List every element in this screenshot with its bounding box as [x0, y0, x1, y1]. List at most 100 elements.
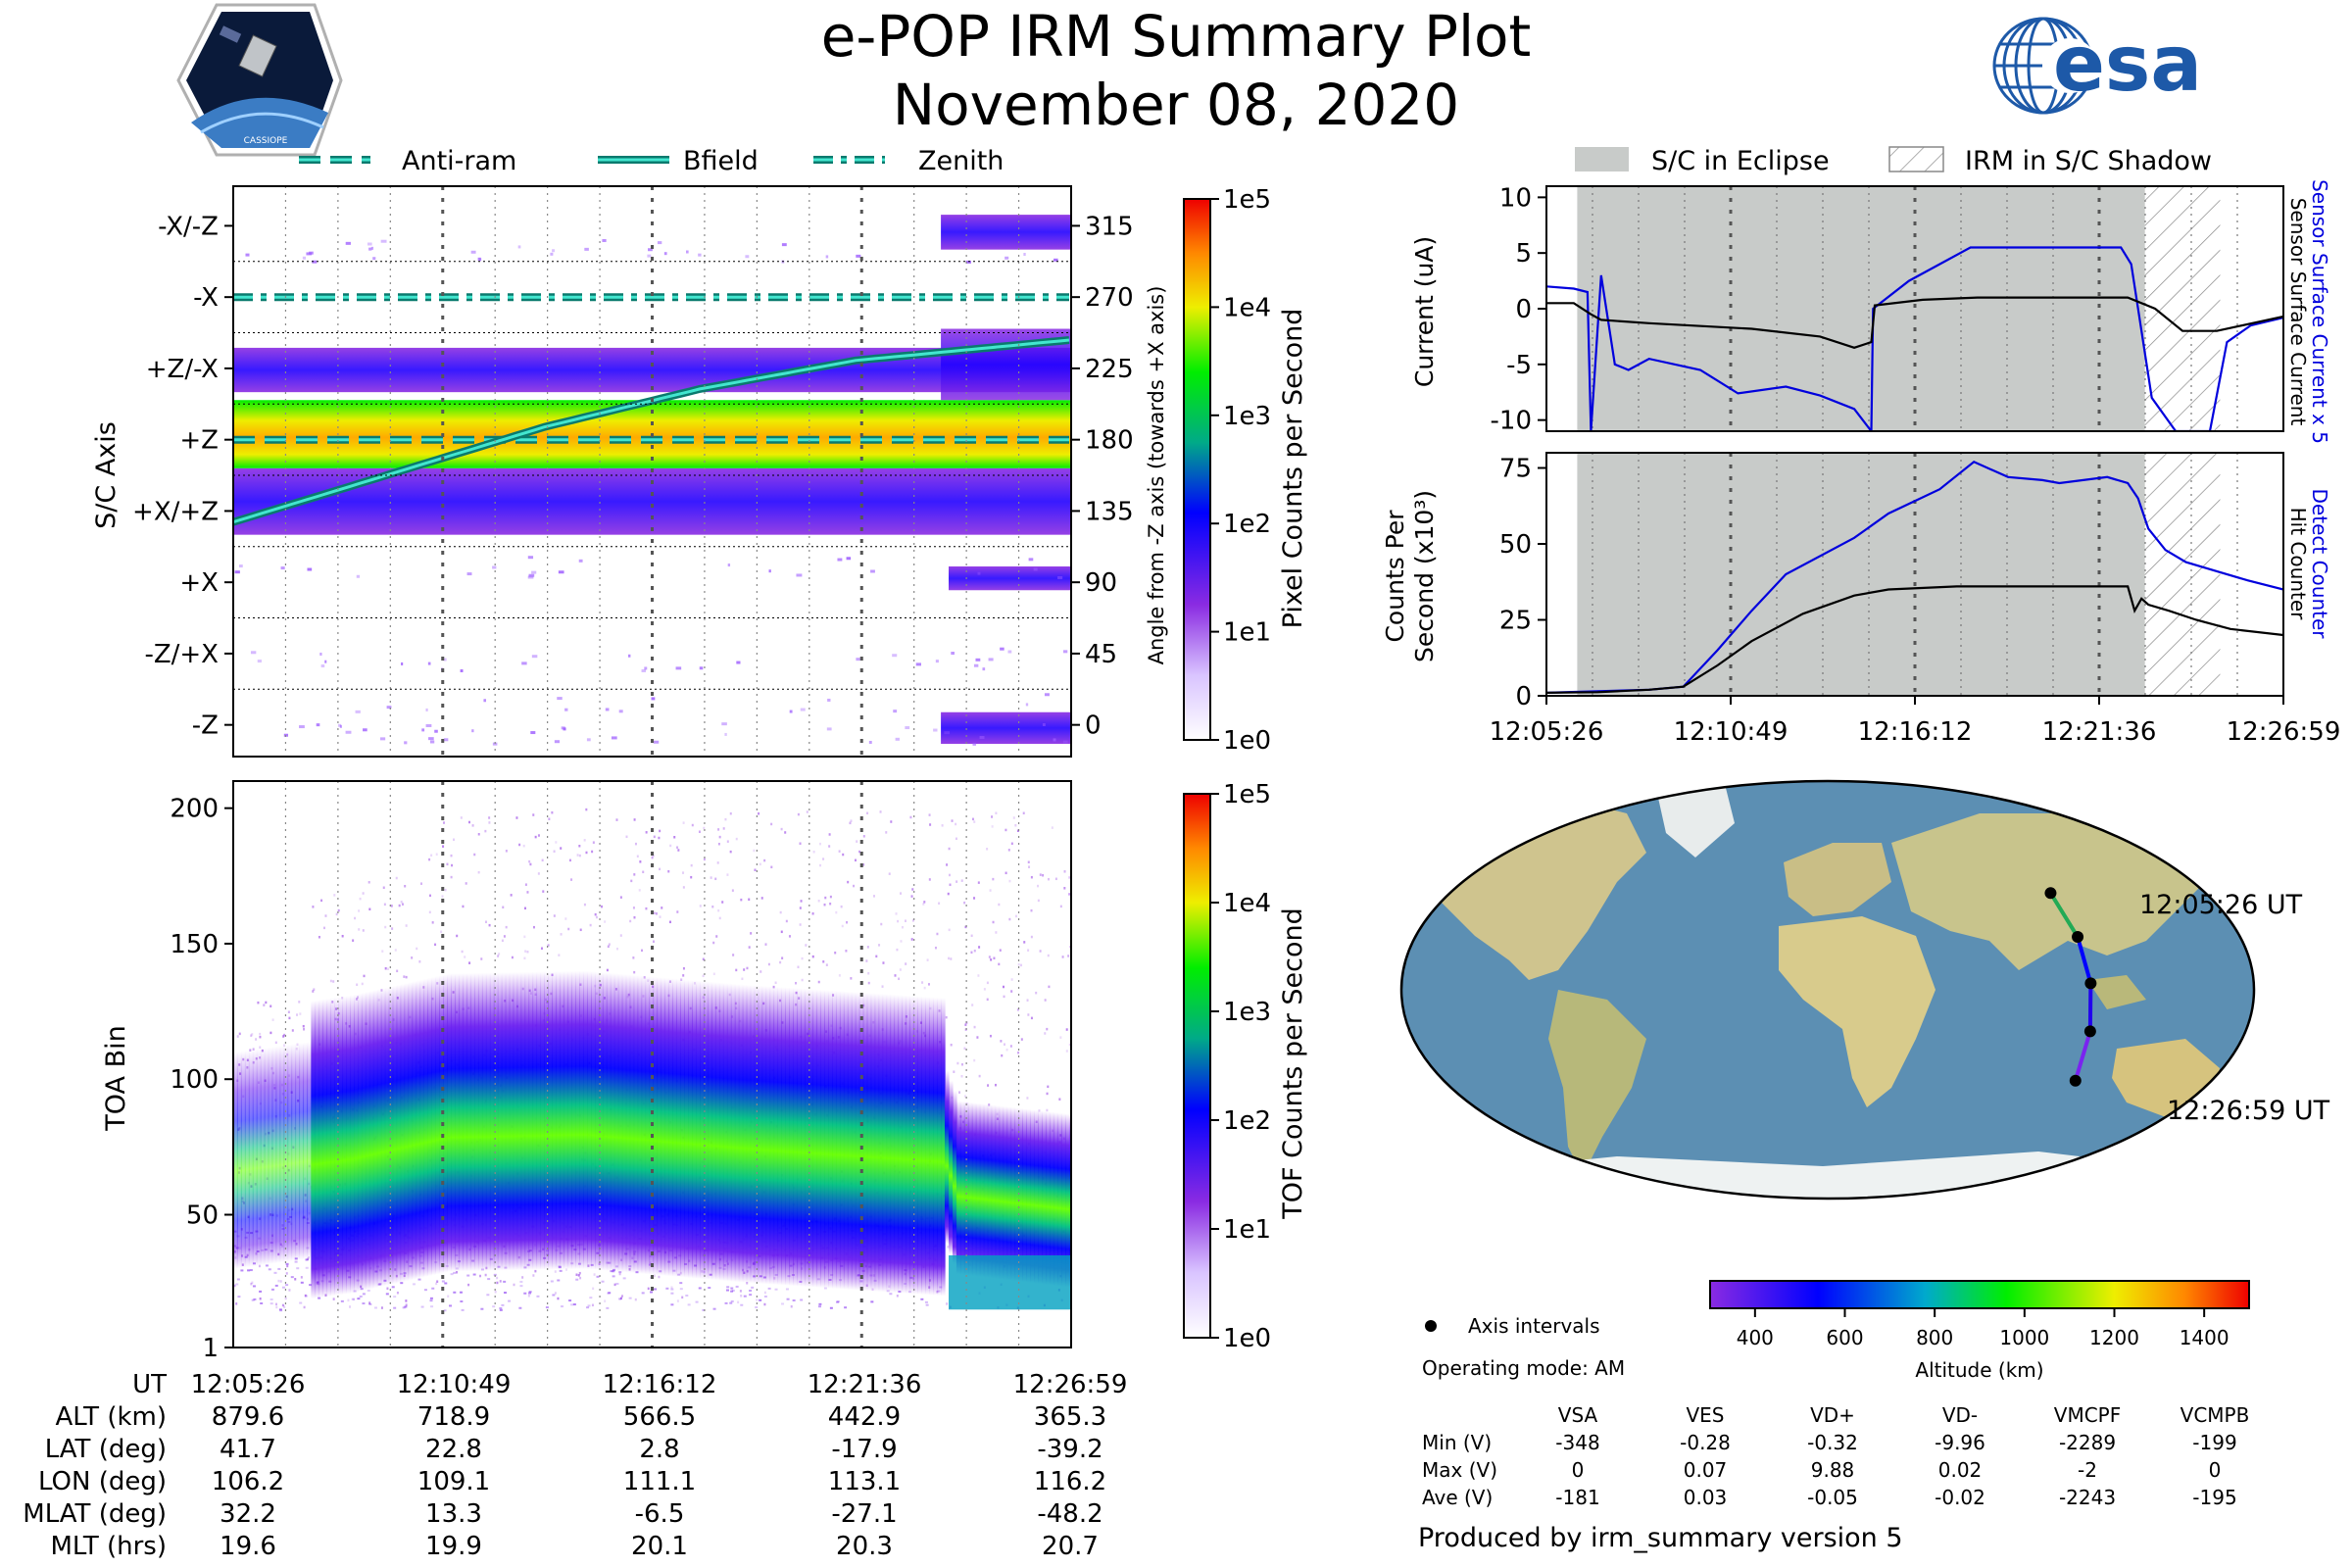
toa-core-column [532, 971, 538, 1270]
europe-shape [1784, 843, 1891, 916]
toa-noise-dot [841, 924, 844, 928]
toa-noise-dot [722, 827, 725, 830]
toa-noise-dot [442, 821, 445, 824]
toa-noise-dot [645, 831, 648, 834]
toa-noise-dot [1030, 908, 1033, 912]
toa-noise-dot [973, 949, 976, 953]
toa-floor-dot [450, 1273, 454, 1276]
toa-core-column [291, 1044, 297, 1261]
toa-noise-dot [1068, 945, 1071, 949]
toa-floor-dot [300, 1281, 304, 1284]
toa-floor-dot [920, 1298, 924, 1300]
toa-noise-dot [411, 956, 414, 959]
toa-core-column [376, 989, 382, 1288]
toa-floor-dot [249, 1269, 253, 1272]
toa-noise-dot [998, 962, 1001, 966]
sc-axis-speckle [345, 241, 351, 245]
toa-noise-dot [629, 919, 632, 923]
toa-core-column [516, 971, 522, 1271]
toa-noise-dot [950, 1043, 953, 1047]
toa-noise-dot [973, 1058, 976, 1062]
satellite-track-segment [2076, 935, 2093, 986]
sc-axis-band-3 [941, 215, 1071, 250]
toa-noise-dot [435, 1282, 438, 1286]
toa-noise-dot [368, 907, 371, 911]
sc-axis-speckle [856, 254, 861, 258]
toa-noise-dot [682, 886, 685, 889]
toa-floor-dot [749, 1289, 753, 1292]
toa-floor-dot [836, 1300, 840, 1303]
legend-eclipse-swatch [1575, 147, 1629, 172]
toa-core-column [858, 992, 864, 1291]
toa-noise-dot [741, 977, 744, 981]
sc-axis-speckle [345, 730, 352, 734]
toa-noise-dot [829, 902, 832, 906]
toa-noise-dot [591, 850, 594, 854]
toa-noise-dot [510, 894, 513, 897]
ephemeris-cell: 113.1 [828, 1467, 901, 1496]
toa-core-column [629, 974, 635, 1273]
toa-noise-dot [1067, 955, 1070, 957]
toa-noise-dot [850, 819, 853, 822]
voltage-cell: -0.05 [1807, 1486, 1858, 1509]
toa-noise-dot [1008, 917, 1011, 921]
toa-noise-dot [1010, 990, 1013, 993]
toa-floor-dot [724, 1301, 728, 1304]
sc-axis-speckle [895, 737, 900, 741]
toa-core-column [692, 980, 697, 1279]
toa-noise-dot [703, 858, 706, 861]
sc-axis-speckle [316, 723, 320, 727]
sc-axis-speckle [647, 254, 652, 258]
toa-noise-dot [632, 956, 635, 959]
toa-floor-dot [560, 1305, 564, 1308]
toa-core-column [959, 1101, 965, 1275]
current-panel: 10 5 0 -5 -10 Current (uA) Sensor Surface Cu… [1410, 179, 2331, 444]
toa-noise-dot [717, 842, 720, 846]
toa-floor-dot [708, 1287, 711, 1290]
toa-floor-dot [618, 1298, 622, 1300]
sc-axis-ylabel-right: Angle from -Z axis (towards +X axis) [1145, 286, 1168, 665]
toa-noise-dot [875, 955, 878, 958]
ephemeris-row-label: LON (deg) [38, 1467, 167, 1496]
toa-core-column [400, 983, 406, 1283]
toa-noise-dot [488, 923, 491, 927]
toa-core-column [983, 1103, 989, 1278]
toa-noise-dot [1044, 1032, 1047, 1035]
toa-noise-dot [862, 863, 865, 866]
toa-core-column [567, 970, 572, 1270]
toa-noise-dot [505, 925, 508, 929]
toa-noise-dot [659, 915, 662, 918]
current-eclipse-shading [1577, 186, 2221, 431]
toa-floor-dot [309, 1284, 313, 1287]
legend-shadow-label: IRM in S/C Shadow [1965, 146, 2212, 176]
toa-noise-dot [287, 1010, 290, 1013]
sc-axis-speckle [686, 250, 689, 254]
toa-noise-dot [992, 920, 995, 924]
toa-noise-dot [973, 897, 976, 900]
toa-noise-dot [534, 1269, 537, 1273]
toa-noise-dot [233, 1284, 236, 1288]
toa-core-column [909, 996, 914, 1295]
toa-floor-dot [278, 1308, 282, 1311]
toa-noise-dot [746, 966, 749, 970]
toa-noise-dot [381, 950, 384, 953]
toa-noise-dot [998, 903, 1001, 906]
toa-core-column [714, 982, 720, 1281]
toa-noise-dot [799, 923, 802, 926]
toa-ytick-label: 1 [202, 1334, 219, 1363]
toa-noise-dot [779, 960, 782, 964]
toa-noise-dot [384, 925, 387, 929]
toa-floor-dot [420, 1305, 424, 1308]
toa-noise-dot [576, 854, 579, 857]
sc-axis-left-tick-label: -X [193, 283, 219, 313]
toa-noise-dot [1058, 1098, 1061, 1101]
toa-noise-dot [995, 931, 998, 934]
toa-noise-dot [255, 1038, 258, 1041]
toa-noise-dot [904, 919, 906, 922]
toa-noise-dot [300, 1276, 303, 1279]
toa-noise-dot [718, 916, 721, 920]
toa-noise-dot [867, 971, 870, 975]
toa-noise-dot [989, 889, 992, 892]
counts-xtick-label: 12:21:36 [2042, 717, 2157, 747]
toa-noise-dot [324, 914, 327, 917]
